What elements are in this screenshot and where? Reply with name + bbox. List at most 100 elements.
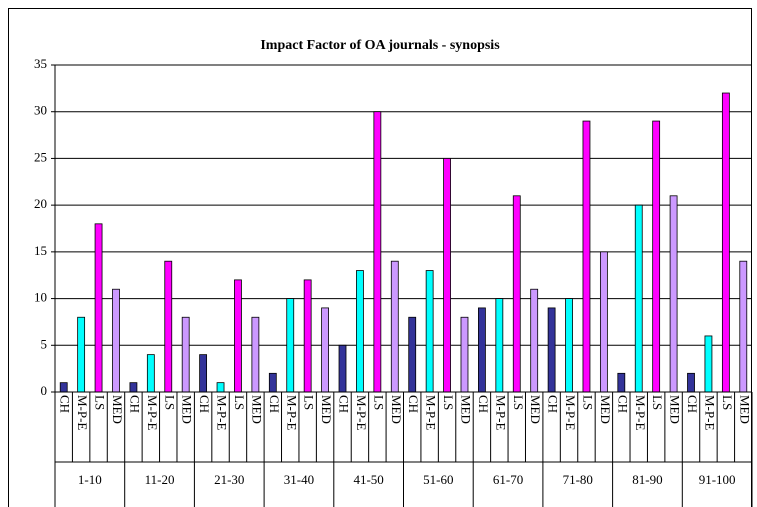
x-tick-label: LS bbox=[232, 395, 247, 410]
x-tick-label: MED bbox=[668, 395, 683, 424]
bar bbox=[547, 307, 556, 393]
x-tick-label: LS bbox=[371, 395, 386, 410]
x-tick-label: MED bbox=[319, 395, 334, 424]
bar bbox=[129, 382, 138, 393]
x-group-label: 41-50 bbox=[353, 472, 383, 487]
x-tick-label: MED bbox=[737, 395, 752, 424]
bar bbox=[59, 382, 68, 393]
x-tick-label: LS bbox=[511, 395, 526, 410]
bar bbox=[478, 307, 486, 393]
x-group-label: 21-30 bbox=[214, 472, 244, 487]
bar bbox=[617, 372, 626, 393]
y-tick-label: 30 bbox=[34, 103, 47, 118]
bar bbox=[687, 372, 695, 393]
bar bbox=[739, 260, 748, 393]
x-tick-label: MED bbox=[110, 395, 125, 424]
bar bbox=[234, 279, 242, 393]
x-group-label: 71-80 bbox=[563, 472, 593, 487]
bar bbox=[94, 223, 103, 393]
x-tick-label: M-P-E bbox=[702, 395, 717, 430]
bar bbox=[268, 372, 277, 393]
y-tick-label: 10 bbox=[34, 290, 47, 305]
bar bbox=[112, 288, 120, 393]
x-tick-label: M-P-E bbox=[493, 395, 508, 430]
bar bbox=[356, 270, 364, 393]
x-tick-label: CH bbox=[476, 395, 491, 413]
x-tick-label: LS bbox=[720, 395, 735, 410]
y-tick-label: 20 bbox=[34, 196, 47, 211]
bar bbox=[321, 307, 329, 393]
x-tick-label: CH bbox=[197, 395, 212, 413]
x-tick-label: CH bbox=[127, 395, 142, 413]
x-group-label: 61-70 bbox=[493, 472, 523, 487]
bar bbox=[425, 270, 434, 393]
bar bbox=[303, 279, 312, 393]
bar bbox=[373, 111, 382, 393]
x-tick-label: CH bbox=[58, 395, 73, 413]
y-tick-label: 15 bbox=[34, 243, 47, 258]
bar bbox=[338, 344, 347, 393]
x-tick-label: CH bbox=[267, 395, 282, 413]
bar bbox=[634, 204, 643, 393]
x-group-label: 11-20 bbox=[145, 472, 175, 487]
x-tick-label: CH bbox=[337, 395, 352, 413]
x-tick-label: LS bbox=[162, 395, 177, 410]
x-tick-label: MED bbox=[598, 395, 613, 424]
x-tick-label: M-P-E bbox=[75, 395, 90, 430]
x-group-label: 51-60 bbox=[423, 472, 453, 487]
x-tick-label: MED bbox=[180, 395, 195, 424]
bar bbox=[408, 316, 417, 393]
bar bbox=[216, 382, 225, 393]
x-tick-label: CH bbox=[685, 395, 700, 413]
x-group-label: 91-100 bbox=[699, 472, 736, 487]
x-tick-label: M-P-E bbox=[215, 395, 230, 430]
x-tick-label: LS bbox=[650, 395, 665, 410]
y-tick-label: 35 bbox=[34, 56, 47, 71]
bar bbox=[704, 335, 713, 393]
bar bbox=[512, 195, 521, 393]
bar bbox=[652, 120, 661, 393]
x-tick-label: LS bbox=[93, 395, 108, 410]
bar bbox=[582, 120, 591, 393]
x-tick-label: M-P-E bbox=[424, 395, 439, 430]
x-tick-label: M-P-E bbox=[563, 395, 578, 430]
x-tick-label: M-P-E bbox=[633, 395, 648, 430]
x-group-label: 31-40 bbox=[284, 472, 314, 487]
x-tick-label: MED bbox=[389, 395, 404, 424]
bar bbox=[77, 316, 86, 393]
x-tick-label: MED bbox=[249, 395, 264, 424]
bar bbox=[164, 260, 173, 393]
chart-title: Impact Factor of OA journals - synopsis bbox=[260, 38, 500, 53]
bar bbox=[565, 298, 573, 393]
bar bbox=[199, 354, 208, 393]
x-tick-label: LS bbox=[441, 395, 456, 410]
bar bbox=[721, 92, 730, 393]
x-tick-label: MED bbox=[528, 395, 543, 424]
bar bbox=[286, 298, 295, 393]
bar bbox=[460, 316, 469, 393]
bar bbox=[530, 288, 539, 393]
x-tick-label: M-P-E bbox=[284, 395, 299, 430]
bar bbox=[390, 260, 399, 393]
x-group-label: 81-90 bbox=[632, 472, 662, 487]
bar bbox=[181, 316, 190, 393]
bar bbox=[251, 316, 260, 393]
y-tick-label: 0 bbox=[41, 383, 48, 398]
bar bbox=[495, 298, 504, 393]
bar bbox=[443, 158, 451, 393]
x-tick-label: CH bbox=[546, 395, 561, 413]
x-group-label: 1-10 bbox=[78, 472, 102, 487]
bar bbox=[146, 354, 155, 393]
bar bbox=[599, 251, 608, 393]
x-tick-label: M-P-E bbox=[354, 395, 369, 430]
x-tick-label: CH bbox=[615, 395, 630, 413]
x-tick-label: LS bbox=[302, 395, 317, 410]
x-tick-label: CH bbox=[406, 395, 421, 413]
x-tick-label: LS bbox=[580, 395, 595, 410]
y-tick-label: 5 bbox=[41, 336, 48, 351]
bar bbox=[669, 195, 678, 393]
y-tick-label: 25 bbox=[34, 149, 47, 164]
x-tick-label: M-P-E bbox=[145, 395, 160, 430]
x-tick-label: MED bbox=[459, 395, 474, 424]
